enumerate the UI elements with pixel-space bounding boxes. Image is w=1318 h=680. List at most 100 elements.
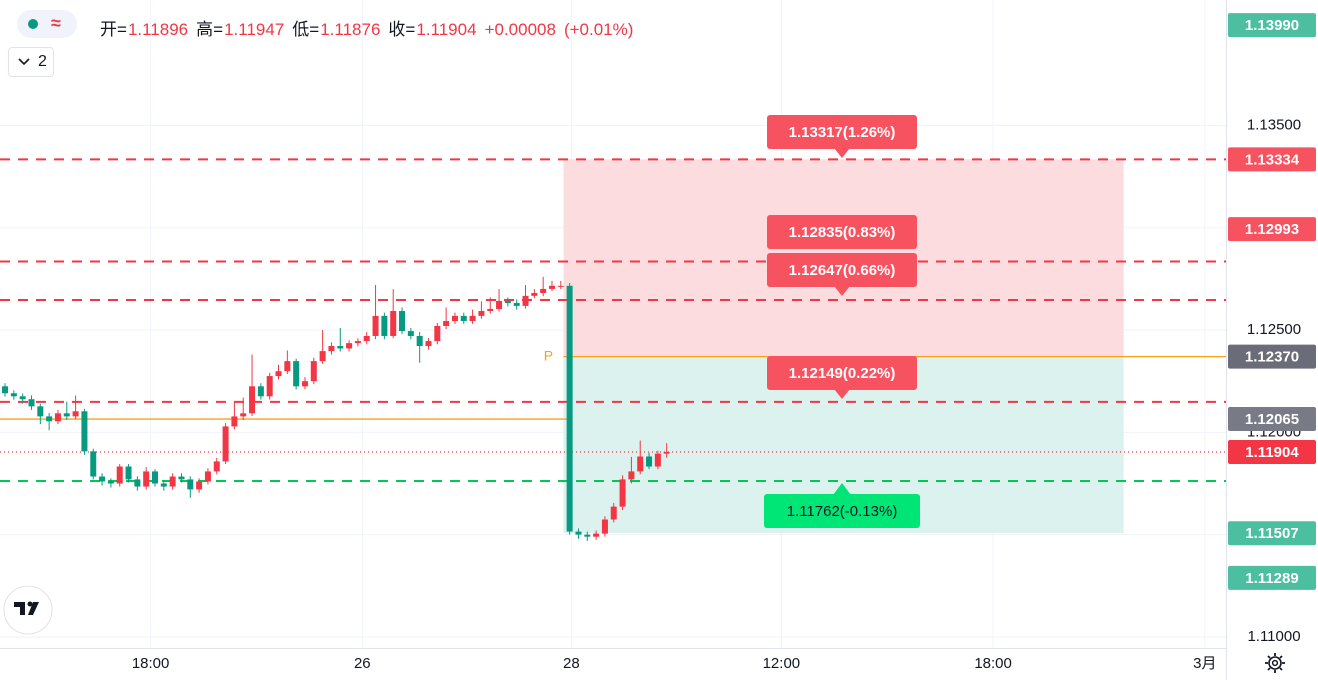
candle-body [72,411,79,417]
ohlc-label: 高= [196,20,224,39]
candle-body [10,393,17,397]
candle-body [487,308,494,312]
logo-mark [14,602,39,615]
candle-body [381,315,388,336]
annotation-pointer [833,483,851,495]
candle-body [557,285,564,287]
price-badge [1228,217,1316,242]
entry-marker: P [544,347,553,363]
annotation-text: 1.12149(0.22%) [789,365,896,382]
candle-body [275,371,282,377]
x-tick-label: 3月 [1193,655,1216,672]
symbol-pill[interactable]: ≈ [17,10,77,38]
candle-body [478,311,485,316]
ohlc-change: (+0.01%) [563,20,634,39]
chevron [18,58,30,66]
candle-body [654,453,661,467]
annotations: 1.13317(1.26%) 1.12835(0.83%) 1.12647(0.66… [764,115,920,528]
y-tick-label: 1.12500 [1247,321,1301,338]
ohlc-label: 收= [388,20,416,39]
candle-body [99,476,106,482]
price-badge-text: 1.11289 [1245,570,1298,587]
price-badge [1228,521,1316,546]
candle-body [63,413,70,417]
price-badge [1228,13,1316,38]
price-badge-text: 1.11507 [1245,525,1298,542]
candle-body [451,315,458,322]
ohlc-value: 1.11896 [127,20,189,39]
candle-body [416,335,423,346]
annotation-box [767,115,917,149]
x-tick-label: 26 [354,655,371,672]
candle-body [160,483,167,487]
x-tick-label: 28 [563,655,580,672]
axes: 1.110001.115001.120001.125001.130001.135… [132,13,1316,672]
logo-dot [27,601,33,607]
candle-body [90,451,97,477]
ohlc-change: +0.00008 [484,20,556,39]
x-tick-label: 18:00 [132,655,170,672]
gear-hub [1271,659,1279,667]
candle-body [425,341,432,346]
candle-body [619,479,626,507]
indicator-count: 2 [38,53,47,70]
logo-circle [3,585,53,635]
ohlc-label: 低= [292,20,320,39]
candle-body [28,399,35,407]
price-badge [1228,439,1316,464]
settings-icon[interactable] [1265,653,1285,673]
candle-body [222,426,229,462]
ohlc-value: 1.11947 [224,20,285,39]
candle-body [531,293,538,296]
candle-body [319,351,326,362]
candle-body [143,471,150,487]
candle-body [513,303,520,306]
candle-body [646,456,653,467]
status-dot [28,19,38,29]
candles [2,276,670,541]
ohlc-label: 开= [100,20,127,39]
price-badge [1228,147,1316,172]
candle-body [337,345,344,349]
candle-body [434,325,441,342]
candle-body [293,361,300,387]
logo[interactable] [3,585,53,635]
indicator-toggle[interactable]: 2 [8,47,54,77]
candle-body [54,413,61,422]
candle-body [593,533,600,537]
candle-body [407,331,414,336]
price-badge [1228,407,1316,432]
annotation-pointer [834,286,850,296]
annotation-text: 1.11762(-0.13%) [787,503,898,520]
candle-body [116,466,123,484]
candle-body [663,451,670,454]
candle-body [178,476,185,480]
candle-body [460,315,467,322]
x-tick-label: 18:00 [974,655,1012,672]
candle-body [284,361,291,372]
y-tick-label: 1.11000 [1247,628,1300,645]
price-badge [1228,344,1316,369]
annotation-pointer [834,389,850,399]
candle-body [266,376,273,397]
candle-body [249,386,256,414]
x-tick-label: 12:00 [763,655,801,672]
candle-body [496,300,503,309]
annotation-text: 1.12835(0.83%) [789,224,896,241]
candle-body [566,285,573,532]
chevron-path [18,58,30,66]
price-badge-text: 1.13990 [1245,17,1299,34]
annotation-text: 1.12647(0.66%) [789,262,896,279]
candle-body [328,345,335,352]
candle-body [46,416,53,422]
candle-body [601,519,608,534]
candle-body [628,471,635,480]
candle-body [310,361,317,382]
candle-body [152,471,159,484]
ohlc-header: 开=1.11896 高=1.11947 低=1.11876 收=1.11904 +0.0… [100,15,641,40]
ohlc-value: 1.11876 [320,20,381,39]
candle-body [81,411,88,452]
candle-body [204,471,211,482]
candle-body [125,466,132,480]
